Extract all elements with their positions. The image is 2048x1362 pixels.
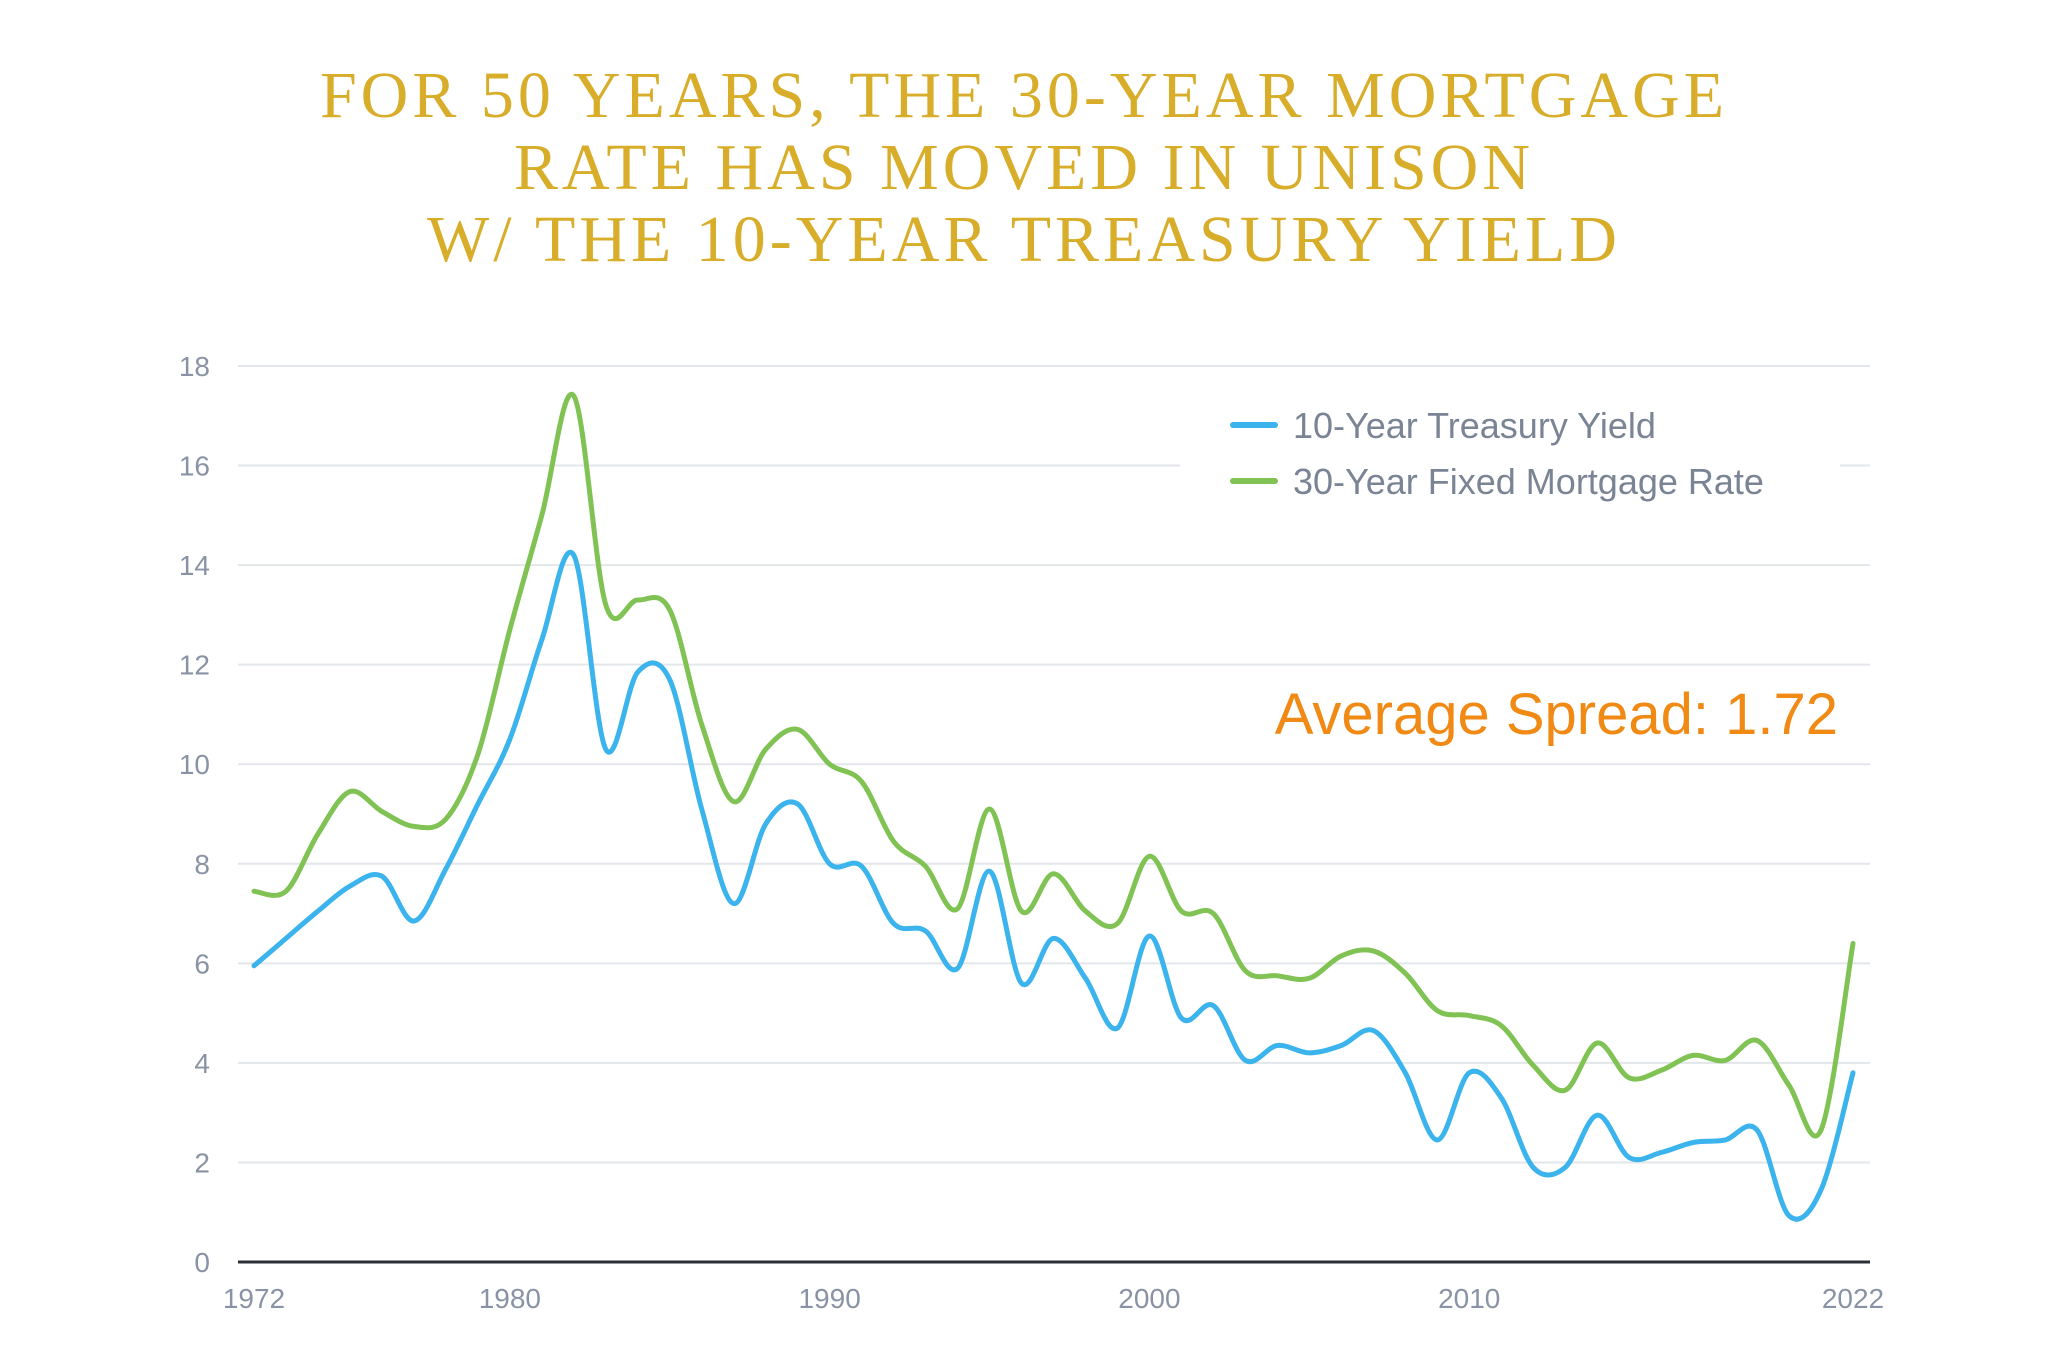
x-tick-label: 1980: [479, 1283, 541, 1314]
title-line-2: RATE HAS MOVED IN UNISON: [514, 131, 1534, 204]
legend-background: [1180, 392, 1840, 514]
series-line-mortgage: [251, 391, 1856, 1139]
x-tick-label: 1972: [223, 1283, 285, 1314]
y-tick-label: 16: [179, 451, 210, 482]
y-tick-label: 0: [194, 1247, 210, 1278]
y-tick-label: 10: [179, 749, 210, 780]
legend: 10-Year Treasury Yield 30-Year Fixed Mor…: [1230, 405, 1764, 502]
y-tick-label: 2: [194, 1147, 210, 1178]
x-tick-label: 2022: [1822, 1283, 1884, 1314]
legend-label-treasury: 10-Year Treasury Yield: [1293, 405, 1656, 446]
y-tick-label: 18: [179, 351, 210, 382]
x-tick-label: 1990: [798, 1283, 860, 1314]
legend-label-mortgage: 30-Year Fixed Mortgage Rate: [1293, 461, 1764, 502]
y-tick-label: 8: [194, 849, 210, 880]
x-axis-tick-labels: 1972 1980 1990 2000 2010 2022: [223, 1283, 1884, 1314]
y-tick-label: 14: [179, 550, 210, 581]
average-spread-annotation: Average Spread: 1.72: [1275, 682, 1838, 747]
x-tick-label: 2000: [1118, 1283, 1180, 1314]
chart-title: FOR 50 YEARS, THE 30-YEAR MORTGAGE RATE …: [0, 60, 2048, 276]
y-tick-label: 4: [194, 1048, 210, 1079]
y-tick-label: 6: [194, 948, 210, 979]
y-axis-tick-labels: 0 2 4 6 8 10 12 14 16 18: [179, 351, 210, 1278]
series-lines: [251, 391, 1856, 1222]
x-tick-label: 2010: [1438, 1283, 1500, 1314]
title-line-3: W/ THE 10-YEAR TREASURY YIELD: [427, 203, 1621, 276]
y-tick-label: 12: [179, 650, 210, 681]
gridlines: [238, 365, 1870, 1164]
title-line-1: FOR 50 YEARS, THE 30-YEAR MORTGAGE: [319, 59, 1729, 132]
series-line-treasury: [251, 549, 1856, 1222]
